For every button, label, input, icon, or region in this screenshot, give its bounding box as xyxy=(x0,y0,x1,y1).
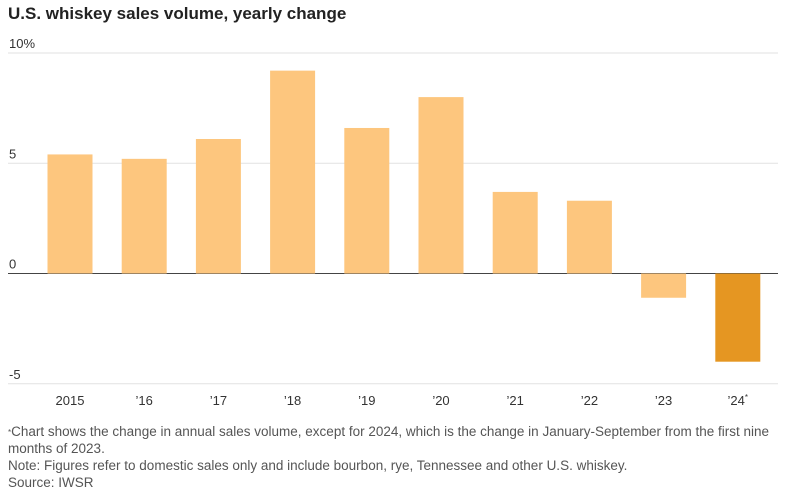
bar-chart: 10% 5 0 -5 2015 ’16 ’17 ’18 ’19 ’20 ’21 ’22 ’23 ’24* xyxy=(8,36,778,408)
bar-4 xyxy=(344,127,390,274)
bar-3 xyxy=(270,70,316,274)
bar-5 xyxy=(418,97,464,274)
footnote-mark: * xyxy=(8,428,12,437)
bar-0 xyxy=(47,154,93,274)
bar-1 xyxy=(121,158,167,274)
bar-9 xyxy=(715,273,761,362)
note: Note: Figures refer to domestic sales on… xyxy=(8,458,628,473)
chart-notes: *Chart shows the change in annual sales … xyxy=(8,423,778,491)
x-tick-label: ’22 xyxy=(581,393,598,408)
bars xyxy=(47,70,761,362)
y-tick-label: 0 xyxy=(9,257,16,272)
x-tick-label: ’24* xyxy=(728,393,748,408)
bar-8 xyxy=(641,273,687,298)
x-tick-label: ’23 xyxy=(655,393,672,408)
x-tick-label: 2015 xyxy=(56,393,85,408)
x-tick-label: ’21 xyxy=(507,393,524,408)
x-tick-label: ’17 xyxy=(210,393,227,408)
x-tick-label: ’16 xyxy=(136,393,153,408)
y-tick-label: 10% xyxy=(9,36,35,51)
y-tick-label: -5 xyxy=(9,367,21,382)
x-tick-label: ’19 xyxy=(358,393,375,408)
bar-7 xyxy=(566,200,612,274)
footnote: *Chart shows the change in annual sales … xyxy=(8,423,778,457)
x-tick-label: ’20 xyxy=(432,393,449,408)
bar-6 xyxy=(492,191,538,274)
x-axis-labels: 2015 ’16 ’17 ’18 ’19 ’20 ’21 ’22 ’23 ’24* xyxy=(56,393,749,408)
chart-title: U.S. whiskey sales volume, yearly change xyxy=(8,4,347,23)
x-tick-label: ’18 xyxy=(284,393,301,408)
y-tick-label: 5 xyxy=(9,146,16,161)
footnote-text: Chart shows the change in annual sales v… xyxy=(8,424,770,456)
source: Source: IWSR xyxy=(8,475,94,490)
bar-2 xyxy=(195,138,241,274)
